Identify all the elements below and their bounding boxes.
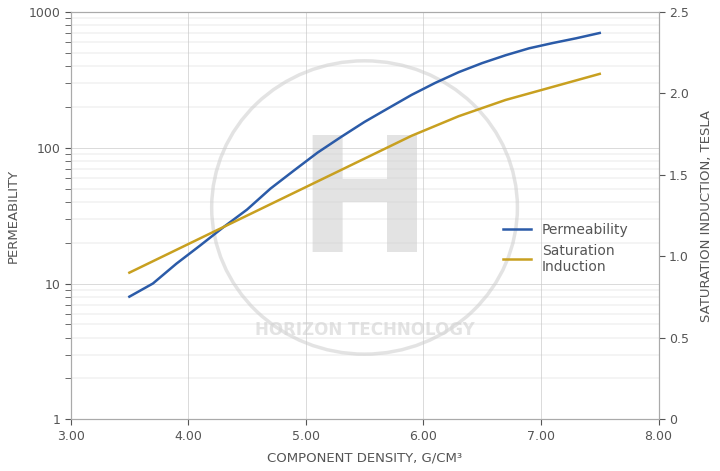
Text: H: H: [298, 130, 431, 285]
Y-axis label: PERMEABILITY: PERMEABILITY: [7, 169, 20, 263]
Legend: Permeability, Saturation
Induction: Permeability, Saturation Induction: [498, 217, 634, 279]
Text: HORIZON TECHNOLOGY: HORIZON TECHNOLOGY: [255, 321, 474, 339]
Y-axis label: SATURATION INDUCTION, TESLA: SATURATION INDUCTION, TESLA: [700, 110, 713, 322]
X-axis label: COMPONENT DENSITY, G/CM³: COMPONENT DENSITY, G/CM³: [267, 451, 462, 464]
